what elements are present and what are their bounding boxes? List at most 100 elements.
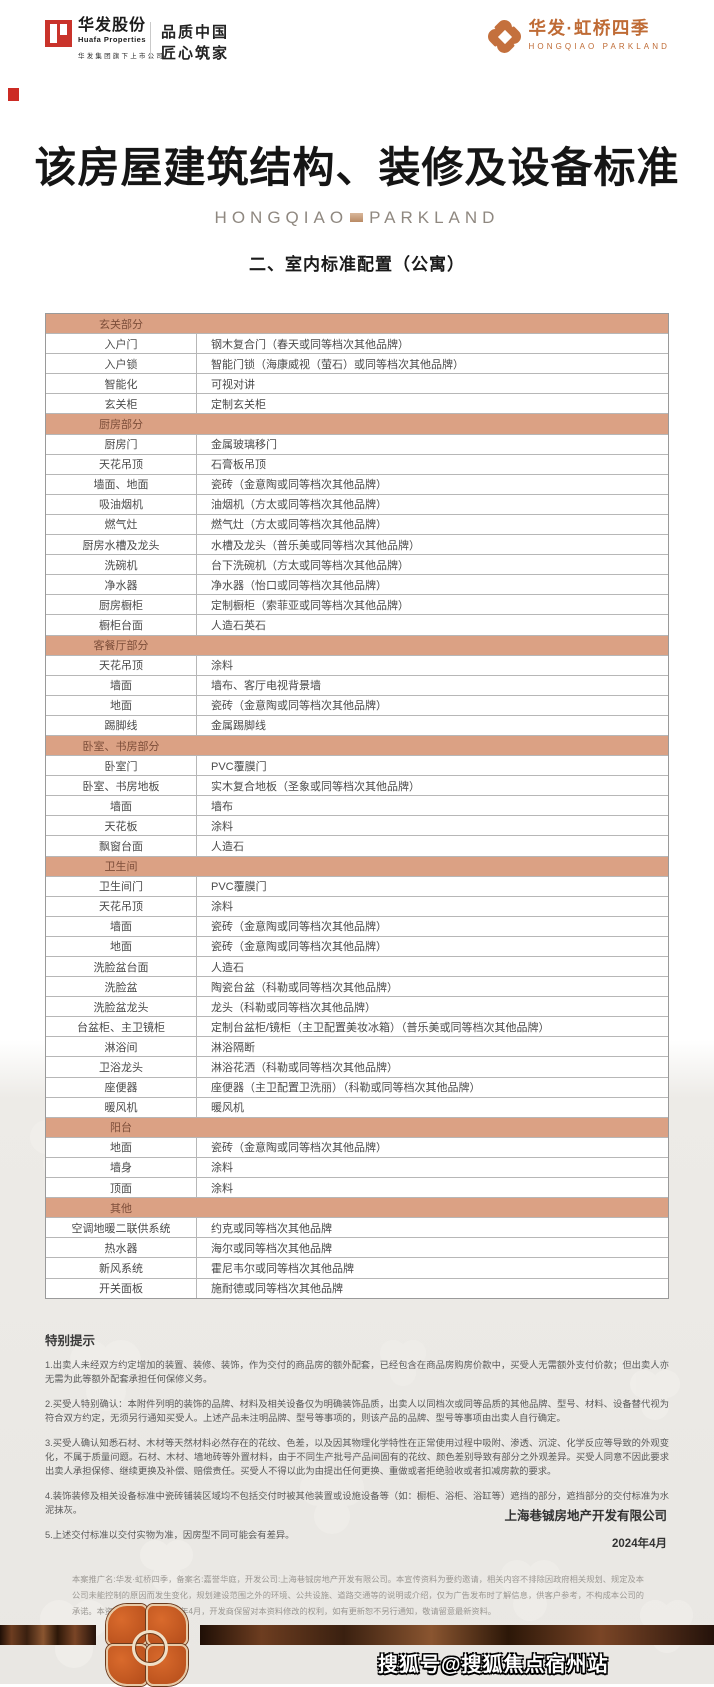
item-name: 飘窗台面 [46, 836, 197, 856]
page-subtitle: HONGQIAO PARKLAND [0, 208, 714, 228]
item-name: 厨房橱柜 [46, 595, 197, 615]
table-section-header: 阳台 [46, 1116, 668, 1137]
config-table: 玄关部分 入户门 钢木复合门（春天或同等档次其他品牌） 入户锁 智能门锁（海康威视（萤石… [45, 313, 669, 1299]
table-row: 卫生间门 PVC覆膜门 [46, 875, 668, 896]
table-row: 洗脸盆台面 人造石 [46, 956, 668, 977]
item-name: 厨房门 [46, 434, 197, 454]
table-row: 飘窗台面 人造石 [46, 835, 668, 856]
table-row: 淋浴间 淋浴隔断 [46, 1036, 668, 1057]
item-spec: 约克或同等档次其他品牌 [211, 1222, 332, 1235]
item-spec: 暖风机 [211, 1102, 244, 1115]
item-name: 墙身 [46, 1157, 197, 1178]
item-spec: 可视对讲 [211, 378, 255, 391]
item-name: 卧室、书房地板 [46, 776, 197, 796]
table-row: 净水器 净水器（怡口或同等档次其他品牌） [46, 574, 668, 595]
item-name: 净水器 [46, 575, 197, 595]
item-name: 吸油烟机 [46, 494, 197, 514]
item-name: 洗脸盆龙头 [46, 997, 197, 1017]
item-name: 地面 [46, 695, 197, 715]
header-divider [150, 22, 151, 58]
item-name: 踢脚线 [46, 715, 197, 735]
item-spec: 瓷砖（金意陶或同等档次其他品牌） [211, 941, 387, 954]
item-spec: 金属踢脚线 [211, 720, 266, 733]
item-name: 入户门 [46, 334, 197, 354]
note-item: 3.买受人确认知悉石材、木材等天然材料必然存在的花纹、色差，以及因其物理化学特性… [45, 1437, 669, 1477]
item-spec: 淋浴隔断 [211, 1041, 255, 1054]
item-spec: 瓷砖（金意陶或同等档次其他品牌） [211, 1142, 387, 1155]
item-name: 天花板 [46, 816, 197, 836]
parkland-flower-icon [484, 16, 524, 57]
item-spec: 涂料 [211, 660, 233, 673]
table-row: 橱柜台面 人造石英石 [46, 614, 668, 635]
item-spec: 钢木复合门（春天或同等档次其他品牌） [211, 338, 409, 351]
table-row: 座便器 座便器（主卫配置卫洗丽）（科勒或同等档次其他品牌） [46, 1076, 668, 1097]
table-row: 天花板 涂料 [46, 815, 668, 836]
item-spec: 石膏板吊顶 [211, 459, 266, 472]
table-row: 地面 瓷砖（金意陶或同等档次其他品牌） [46, 694, 668, 715]
table-row: 卫浴龙头 淋浴花洒（科勒或同等档次其他品牌） [46, 1056, 668, 1077]
table-row: 厨房橱柜 定制橱柜（索菲亚或同等档次其他品牌） [46, 594, 668, 615]
table-row: 新风系统 霍尼韦尔或同等档次其他品牌 [46, 1257, 668, 1278]
table-row: 墙身 涂料 [46, 1156, 668, 1178]
item-spec: 净水器（怡口或同等档次其他品牌） [211, 579, 387, 592]
item-name: 玄关柜 [46, 394, 197, 414]
table-section-header: 卧室、书房部分 [46, 734, 668, 756]
item-spec: 霍尼韦尔或同等档次其他品牌 [211, 1262, 354, 1275]
table-row: 踢脚线 金属踢脚线 [46, 714, 668, 735]
item-name: 洗脸盆台面 [46, 957, 197, 977]
note-item: 4.装饰装修及相关设备标准中瓷砖铺装区域均不包括交付时被其他装置或设施设备等（如… [45, 1490, 669, 1516]
item-name: 空调地暖二联供系统 [46, 1218, 197, 1238]
item-spec: 人造石英石 [211, 619, 266, 632]
subtitle-word2: PARKLAND [369, 208, 500, 227]
item-spec: 涂料 [211, 901, 233, 914]
table-row: 卧室、书房地板 实木复合地板（圣象或同等档次其他品牌） [46, 775, 668, 796]
signature-date: 2024年4月 [612, 1538, 667, 1550]
table-row: 吸油烟机 油烟机（方太或同等档次其他品牌） [46, 493, 668, 514]
item-spec: 金属玻璃移门 [211, 439, 277, 452]
footer-disclaimer: 本案推广名:华发·虹桥四季，备案名:嘉誉华庭，开发公司:上海巷铖房地产开发有限公… [72, 1575, 644, 1616]
item-spec: 智能门锁（海康威视（萤石）或同等档次其他品牌） [211, 358, 464, 371]
parkland-logo-en: HONGQIAO PARKLAND [528, 42, 670, 51]
table-row: 天花吊顶 石膏板吊顶 [46, 453, 668, 474]
item-name: 淋浴间 [46, 1037, 197, 1057]
table-row: 墙面 墙布、客厅电视背景墙 [46, 674, 668, 695]
item-name: 天花吊顶 [46, 454, 197, 474]
item-name: 橱柜台面 [46, 615, 197, 635]
table-row: 玄关柜 定制玄关柜 [46, 393, 668, 414]
huafa-logo: 华发股份 Huafa Properties 华发集团旗下上市公司 [45, 17, 165, 60]
item-spec: 瓷砖（金意陶或同等档次其他品牌） [211, 479, 387, 492]
item-name: 洗碗机 [46, 555, 197, 575]
item-spec: 涂料 [211, 1182, 233, 1195]
red-marker [8, 88, 19, 101]
item-spec: 人造石 [211, 961, 244, 974]
item-name: 卫生间门 [46, 876, 197, 896]
item-spec: 淋浴花洒（科勒或同等档次其他品牌） [211, 1062, 398, 1075]
item-name: 台盆柜、主卫镜柜 [46, 1017, 197, 1037]
table-row: 墙面 墙布 [46, 795, 668, 816]
table-row: 天花吊顶 涂料 [46, 895, 668, 916]
item-name: 墙面、地面 [46, 474, 197, 494]
huafa-logo-icon [45, 20, 72, 47]
item-spec: 油烟机（方太或同等档次其他品牌） [211, 499, 387, 512]
item-name: 智能化 [46, 374, 197, 394]
item-spec: 瓷砖（金意陶或同等档次其他品牌） [211, 700, 387, 713]
item-spec: 涂料 [211, 1162, 233, 1175]
table-row: 卧室门 PVC覆膜门 [46, 755, 668, 776]
parkland-logo-cn: 华发·虹桥四季 [528, 18, 650, 38]
table-section-header: 客餐厅部分 [46, 634, 668, 655]
ribbon-right [200, 1625, 714, 1645]
item-spec: 定制台盆柜/镜柜（主卫配置美妆冰箱）（普乐美或同等档次其他品牌） [211, 1021, 550, 1034]
table-section-header: 玄关部分 [46, 314, 668, 334]
table-row: 开关面板 施耐德或同等档次其他品牌 [46, 1277, 668, 1298]
item-spec: 施耐德或同等档次其他品牌 [211, 1283, 343, 1296]
item-name: 墙面 [46, 916, 197, 936]
item-spec: 实木复合地板（圣象或同等档次其他品牌） [211, 780, 420, 793]
notes-title: 特别提示 [45, 1334, 96, 1348]
table-row: 空调地暖二联供系统 约克或同等档次其他品牌 [46, 1217, 668, 1238]
table-row: 厨房门 金属玻璃移门 [46, 433, 668, 454]
item-spec: 墙布 [211, 800, 233, 813]
item-name: 卧室门 [46, 756, 197, 776]
table-section-header: 卫生间 [46, 855, 668, 876]
table-row: 入户锁 智能门锁（海康威视（萤石）或同等档次其他品牌） [46, 353, 668, 374]
slogan-line1: 品质中国 [161, 24, 230, 41]
